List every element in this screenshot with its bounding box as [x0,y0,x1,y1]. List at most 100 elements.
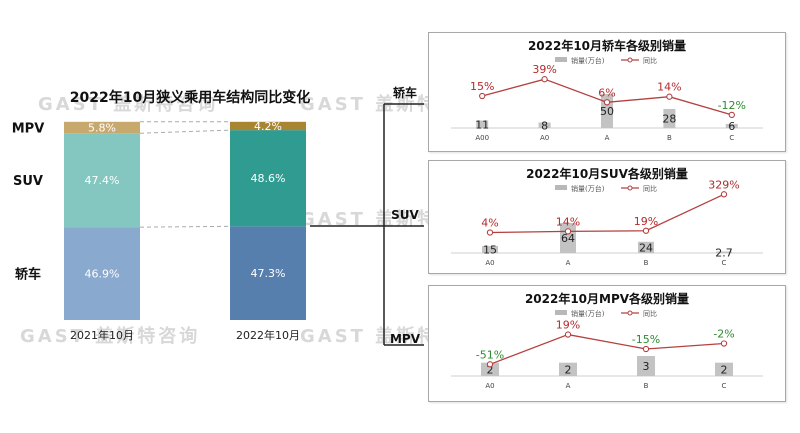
panel-title: 2022年10月MPV各级别销量 [525,291,689,306]
bar [716,251,732,253]
category-label: C [722,382,727,390]
yoy-value-label: 14% [556,215,580,228]
dashed-connector [139,225,231,228]
legend-swatch-bar [555,57,567,62]
category-label: A0 [485,259,494,267]
segment-value-label: 4.2% [254,120,282,133]
bar-value-label: 28 [662,112,676,125]
category-label: A0 [485,382,494,390]
segment-value-label: 47.4% [85,174,120,187]
column-label: 2021年10月 [70,328,134,342]
category-label: A00 [475,134,489,142]
segment-value-label: 47.3% [251,267,286,280]
yoy-value-label: 15% [470,80,494,93]
panel-side-label: MPV [390,332,421,346]
bar-value-label: 2 [565,363,572,376]
legend-label: 销量(万台) [571,309,605,318]
yoy-marker [603,99,611,106]
segment-value-label: 46.9% [85,268,120,281]
bar-value-label: 2.7 [715,246,733,259]
yoy-marker [486,361,494,368]
legend-label: 同比 [643,309,657,318]
category-label: A0 [540,134,549,142]
panel-side-label: 轿车 [393,85,417,100]
stacked-bar-segment [230,121,306,131]
bar [481,362,499,376]
yoy-value-label: 39% [532,63,556,76]
yoy-value-label: -51% [476,348,504,361]
panel-mpv: 2022年10月MPV各级别销量 销量(万台) 同比 2 2 3 2 A0 A B C -51% 19%… [428,285,786,402]
bar [559,362,577,376]
segment-name: 轿车 [15,267,41,283]
bar-value-label: 8 [541,119,548,132]
stacked-bar-segment [64,133,140,228]
legend-swatch-bar [555,185,567,190]
watermark: GAST 盖斯特咨询 [38,94,219,115]
yoy-value-label: -2% [713,327,734,340]
bar [638,241,654,253]
bar-value-label: 64 [561,232,575,245]
yoy-value-label: 19% [634,215,658,228]
yoy-marker [564,331,572,338]
dashed-connector [139,129,231,134]
panel-suv: 2022年10月SUV各级别销量 销量(万台) 同比 15 64 24 2.7 A0 A B C 4%… [428,160,786,274]
yoy-value-label: 19% [556,319,580,332]
panel-title: 2022年10月SUV各级别销量 [526,166,688,181]
legend-marker [627,57,633,63]
segment-name: MPV [12,122,45,137]
bar-value-label: 24 [639,241,653,254]
category-label: B [644,259,649,267]
yoy-line [489,193,725,234]
category-label: A [605,134,610,142]
stacked-bar-segment [230,130,306,227]
yoy-marker [728,111,735,119]
legend-marker [627,185,633,191]
bar-value-label: 50 [600,105,614,118]
yoy-value-label: 4% [481,217,498,230]
bar [560,223,576,253]
yoy-marker [479,92,486,100]
bar-value-label: 6 [728,120,735,133]
stacked-bar-segment [230,226,306,320]
bar-value-label: 15 [483,243,497,256]
legend-label: 销量(万台) [571,56,605,65]
column-label: 2022年10月 [236,328,300,342]
bar [482,245,498,253]
yoy-marker [720,191,728,198]
panel-side-label: SUV [391,208,419,222]
category-label: B [644,382,649,390]
bar-value-label: 2 [721,363,728,376]
watermark: GAST 盖斯特咨询 [20,326,201,347]
legend-swatch-bar [555,310,567,315]
segment-name: SUV [13,174,43,189]
bar-value-label: 11 [475,118,489,131]
legend-label: 销量(万台) [571,184,605,193]
bar [725,123,738,128]
chart-title: 2022年10月狭义乘用车结构同比变化 [70,89,310,106]
yoy-marker [666,93,673,100]
yoy-marker [642,227,650,234]
yoy-value-label: 329% [708,178,739,191]
bar [663,108,676,128]
panel-sedan: 2022年10月轿车各级别销量销量(万台) 同比 11 8 50 28 6 A00 A0 A B C 1… [428,32,786,152]
yoy-marker [564,228,572,235]
yoy-line [489,333,725,365]
stacked-bar-segment [64,227,140,320]
legend-label: 同比 [643,56,657,65]
bar [538,122,551,128]
segment-value-label: 48.6% [251,172,286,185]
bar [715,362,733,376]
category-label: A [566,259,571,267]
category-label: C [729,134,734,142]
category-label: B [667,134,672,142]
category-label: C [722,259,727,267]
bar [476,120,489,128]
bar-value-label: 3 [643,360,650,373]
panel-title: 2022年10月轿车各级别销量 [528,38,686,53]
bar [637,356,655,376]
